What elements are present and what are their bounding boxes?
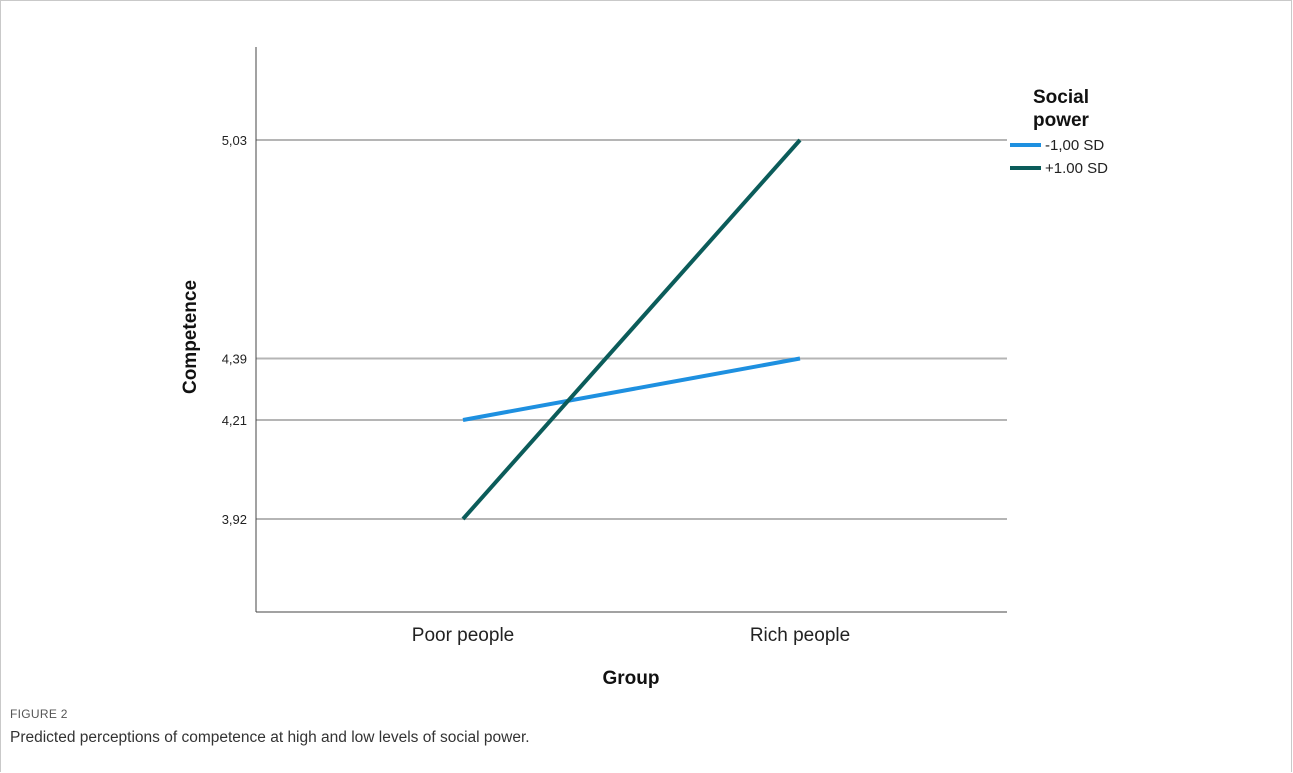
gridlines <box>256 139 1007 520</box>
figure-caption: Predicted perceptions of competence at h… <box>10 729 530 746</box>
x-tick-label: Rich people <box>750 625 850 646</box>
series-line-0 <box>462 356 801 422</box>
legend-title-line-2: power <box>1033 110 1090 131</box>
figure-label: FIGURE 2 <box>10 707 68 721</box>
y-tick-label: 5,03 <box>222 133 247 148</box>
y-tick-label: 4,21 <box>222 413 247 428</box>
x-tick-label: Poor people <box>412 625 514 646</box>
legend: Social power -1,00 SD +1.00 SD <box>1010 87 1108 177</box>
line-chart: 3,924,214,395,03 Poor people Rich people … <box>180 47 1108 689</box>
x-axis-title: Group <box>603 668 660 689</box>
legend-title-line-1: Social <box>1033 87 1089 108</box>
x-category-labels: Poor people Rich people <box>412 625 850 646</box>
series-line-1 <box>461 138 802 521</box>
y-tick-labels: 3,92 4,21 4,39 5,03 <box>222 133 247 527</box>
legend-entry-label: -1,00 SD <box>1045 137 1104 154</box>
y-tick-label: 4,39 <box>222 352 247 367</box>
legend-entry-label: +1.00 SD <box>1045 160 1108 177</box>
y-tick-label: 3,92 <box>222 512 247 527</box>
y-axis-title: Competence <box>180 280 201 394</box>
series-lines <box>461 138 802 521</box>
